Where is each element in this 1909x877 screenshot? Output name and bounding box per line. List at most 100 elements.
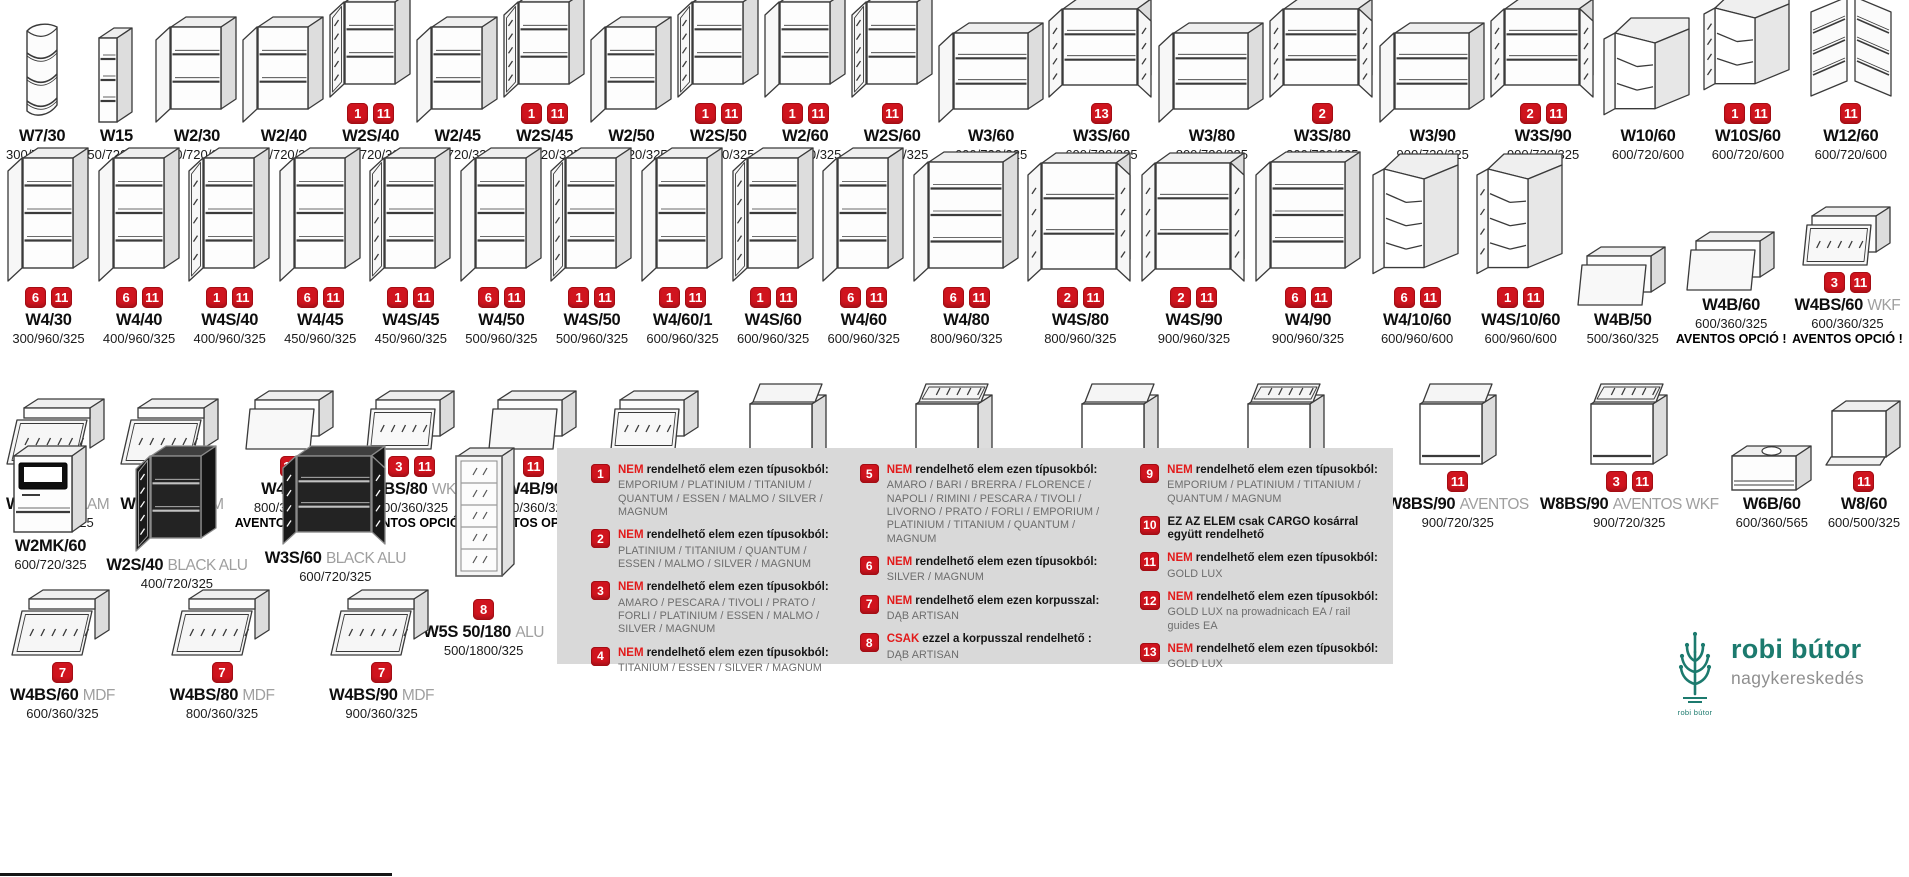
cabinet-code: W10/60 — [1620, 127, 1676, 145]
cabinet-wide-glass-4-icon — [1140, 151, 1248, 284]
cabinet-corner-open-icon — [1599, 11, 1697, 125]
legend-ref-badge-11: 11 — [594, 287, 616, 308]
cabinet-card: 6 11 W4/80 800/960/325 — [912, 150, 1021, 346]
cabinet-code: W4/60 — [840, 311, 887, 329]
cabinet-row-1: W7/30300/720/325W15150/720/325W2/30300/7… — [6, 0, 1903, 162]
legend-number-badge-1: 1 — [591, 464, 610, 483]
legend-ref-badge-6: 6 — [1284, 287, 1306, 308]
legend-ref-badge-11: 11 — [547, 103, 569, 124]
tree-logo-icon: robi bútor — [1666, 628, 1724, 717]
cabinet-card: 6 11 W4/60 600/960/325 — [821, 146, 906, 346]
cabinet-code: W4/45 — [297, 311, 344, 329]
cabinet-flip-open-tall-glass-icon — [1583, 372, 1675, 468]
legend-ref-badge-6: 6 — [840, 287, 862, 308]
legend-number-badge-5: 5 — [859, 464, 879, 483]
cabinet-door-glass-3-icon — [676, 0, 761, 100]
legend-item-7: 7 NEM rendelhető elem ezen korpusszal: DĄB … — [859, 594, 1116, 624]
legend-ref-badge-11: 11 — [1196, 287, 1218, 308]
cabinet-door-glass-4-icon — [368, 146, 453, 284]
legend-item-13: 13 NEM rendelhető elem ezen típusokból: GOL… — [1140, 642, 1379, 672]
cabinet-code: W4B/50 — [1593, 311, 1652, 329]
cabinet-code-suffix: ALU — [515, 624, 544, 641]
cabinet-code: W4BS/60 WKF — [1794, 296, 1901, 314]
cabinet-dimensions: 600/960/325 — [646, 331, 719, 346]
cabinet-wide-glass-3-icon — [1047, 0, 1155, 100]
legend-ref-badge-6: 6 — [477, 287, 499, 308]
cabinet-code: W4/50 — [478, 311, 525, 329]
legend-ref-badge-11: 11 — [51, 287, 72, 308]
cabinet-corner-glass-4-icon — [1472, 147, 1570, 284]
cabinet-corner-l-icon — [1799, 0, 1903, 100]
cabinet-wide-glass-3-icon — [1489, 0, 1597, 100]
badge-row: 1 11 — [749, 287, 797, 308]
badge-row: 7 — [211, 662, 233, 683]
legend-item-heading: NEM rendelhető elem ezen típusokból: — [1167, 642, 1379, 655]
cabinet-code: W7/30 — [19, 127, 66, 145]
cabinet-code: W6B/60 — [1742, 495, 1801, 513]
cabinet-card: 1 11 W2S/40 400/720/325 — [328, 0, 413, 162]
cabinet-dimensions: 600/360/325 — [1811, 316, 1884, 331]
cabinet-code: W2/60 — [782, 127, 829, 145]
cabinet-wide-open-4-icon — [1254, 150, 1363, 284]
badge-row: 11 — [523, 456, 545, 477]
badge-row: 1 11 — [694, 103, 742, 124]
cabinet-door-glass-3-icon — [850, 0, 935, 100]
legend-column-3: 9 NEM rendelhető elem ezen típusokból: EMPO… — [1140, 464, 1379, 670]
cabinet-flip-closed-icon — [1575, 245, 1670, 309]
legend-item-body: AMARO / PESCARA / TIVOLI / PRATO / FORLI… — [618, 596, 820, 636]
legend-number-badge-10: 10 — [1140, 515, 1160, 535]
cabinet-dimensions: 400/720/325 — [140, 576, 214, 591]
cabinet-row-4: W2MK/60 600/720/325 W2S/40 BLACK ALU 400/72… — [12, 444, 544, 658]
cabinet-tall-alu-icon — [442, 444, 526, 596]
cabinet-code: W4S/60 — [744, 311, 802, 329]
legend-item-body: AMARO / BARI / BRERRA / FLORENCE / NAPOL… — [886, 479, 1100, 545]
cabinet-door-open-4-icon — [459, 146, 544, 284]
cabinet-card: 7 W4BS/60 MDF 600/360/325 — [10, 588, 115, 721]
cabinet-dimensions: 900/960/325 — [1271, 331, 1345, 346]
legend-ref-badge-1: 1 — [387, 287, 409, 308]
cabinet-code: W3S/90 — [1514, 127, 1572, 145]
cabinet-corner-open-4-icon — [1368, 147, 1466, 284]
cabinet-wide-open-3-icon — [1378, 21, 1487, 125]
cabinet-dimensions: 600/360/565 — [1735, 515, 1808, 530]
legend-item-heading: CSAK ezzel a korpusszal rendelhető : — [886, 633, 1092, 646]
legend-item-body: TITANIUM / ESSEN / SILVER / MAGNUM — [618, 661, 822, 674]
legend-item-heading: NEM rendelhető elem ezen típusokból: — [1167, 591, 1379, 603]
cabinet-code: W2/30 — [173, 127, 220, 145]
cabinet-door-open-3-icon — [154, 15, 239, 125]
cabinet-black-glass-icon — [134, 444, 219, 554]
brand-logo: robi bútor robi bútor nagykereskedés — [1666, 628, 1864, 717]
legend-item-heading: EZ AZ ELEM csak CARGO kosárral együtt re… — [1167, 515, 1359, 542]
cabinet-dimensions: 800/960/325 — [930, 331, 1003, 346]
legend-ref-badge-8: 8 — [473, 599, 495, 620]
legend-ref-badge-11: 11 — [968, 287, 990, 308]
legend-item-3: 3 NEM rendelhető elem ezen típusokból: AMAR… — [591, 581, 836, 636]
legend-ref-badge-2: 2 — [1056, 287, 1078, 308]
badge-row: 8 — [473, 599, 495, 620]
legend-item-1: 1 NEM rendelhető elem ezen típusokból: EMPO… — [591, 464, 836, 519]
badge-row: 1 11 — [1497, 287, 1545, 308]
legend-ref-badge-3: 3 — [1605, 471, 1627, 492]
cabinet-card: W15 150/720/325 — [80, 26, 153, 162]
cabinet-flip-lam-icon — [330, 588, 433, 659]
legend-ref-badge-13: 13 — [1090, 103, 1112, 124]
legend-ref-badge-11: 11 — [1447, 471, 1469, 492]
cabinet-dimensions: 300/960/325 — [12, 331, 85, 346]
legend-ref-badge-6: 6 — [296, 287, 318, 308]
badge-row: 1 11 — [347, 103, 395, 124]
legend-item-4: 4 NEM rendelhető elem ezen típusokból: TITA… — [591, 646, 836, 676]
legend-item-body: EMPORIUM / PLATINIUM / TITANIUM / QUANTU… — [1167, 479, 1361, 505]
cabinet-dimensions: 600/960/600 — [1484, 331, 1557, 346]
cabinet-door-open-4-icon — [640, 146, 725, 284]
legend-ref-badge-7: 7 — [371, 662, 393, 683]
legend-ref-badge-1: 1 — [568, 287, 590, 308]
cabinet-dimensions: 600/960/325 — [827, 331, 900, 346]
cabinet-code: W3/90 — [1409, 127, 1456, 145]
badge-row: 2 11 — [1056, 287, 1104, 308]
cabinet-code-suffix: AVENTOS WKF — [1612, 496, 1719, 513]
